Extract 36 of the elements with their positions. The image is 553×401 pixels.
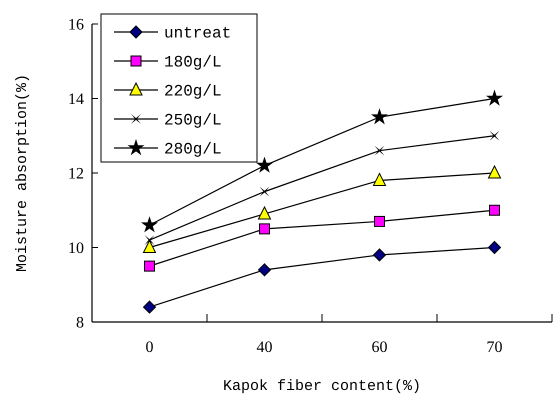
x-tick-label: 70 [486, 339, 502, 356]
point [488, 166, 501, 178]
legend-label: 220g/L [164, 82, 222, 101]
point [140, 216, 158, 232]
x-tick-label: 0 [146, 339, 154, 356]
point [258, 263, 271, 276]
point [144, 235, 154, 245]
legend-label: 280g/L [164, 140, 222, 159]
y-tick-label: 12 [68, 166, 84, 183]
point [374, 216, 385, 227]
y-tick-label: 10 [68, 240, 84, 258]
legend-label: 180g/L [164, 54, 222, 72]
point [488, 241, 501, 254]
point [374, 146, 384, 156]
point [260, 186, 270, 197]
x-tick-label: 60 [372, 339, 388, 356]
y-tick-label: 14 [68, 91, 84, 108]
point [143, 240, 156, 253]
legend-label: 250g/L [164, 112, 222, 130]
y-tick-label: 8 [76, 314, 84, 332]
point [258, 206, 271, 220]
point [370, 108, 388, 124]
point [143, 300, 156, 314]
point [486, 90, 504, 106]
x-tick-label: 40 [256, 339, 272, 356]
x-axis-title: Kapok fiber content(%) [222, 378, 422, 395]
point [256, 156, 274, 173]
y-axis-title: Moisture absorption(%) [14, 74, 31, 272]
legend-label: untreat [164, 24, 232, 43]
point [144, 260, 155, 272]
point [373, 172, 386, 186]
point [489, 204, 500, 216]
point [259, 223, 270, 234]
point [490, 130, 500, 141]
point [373, 248, 386, 262]
y-tick-label: 16 [68, 16, 84, 34]
